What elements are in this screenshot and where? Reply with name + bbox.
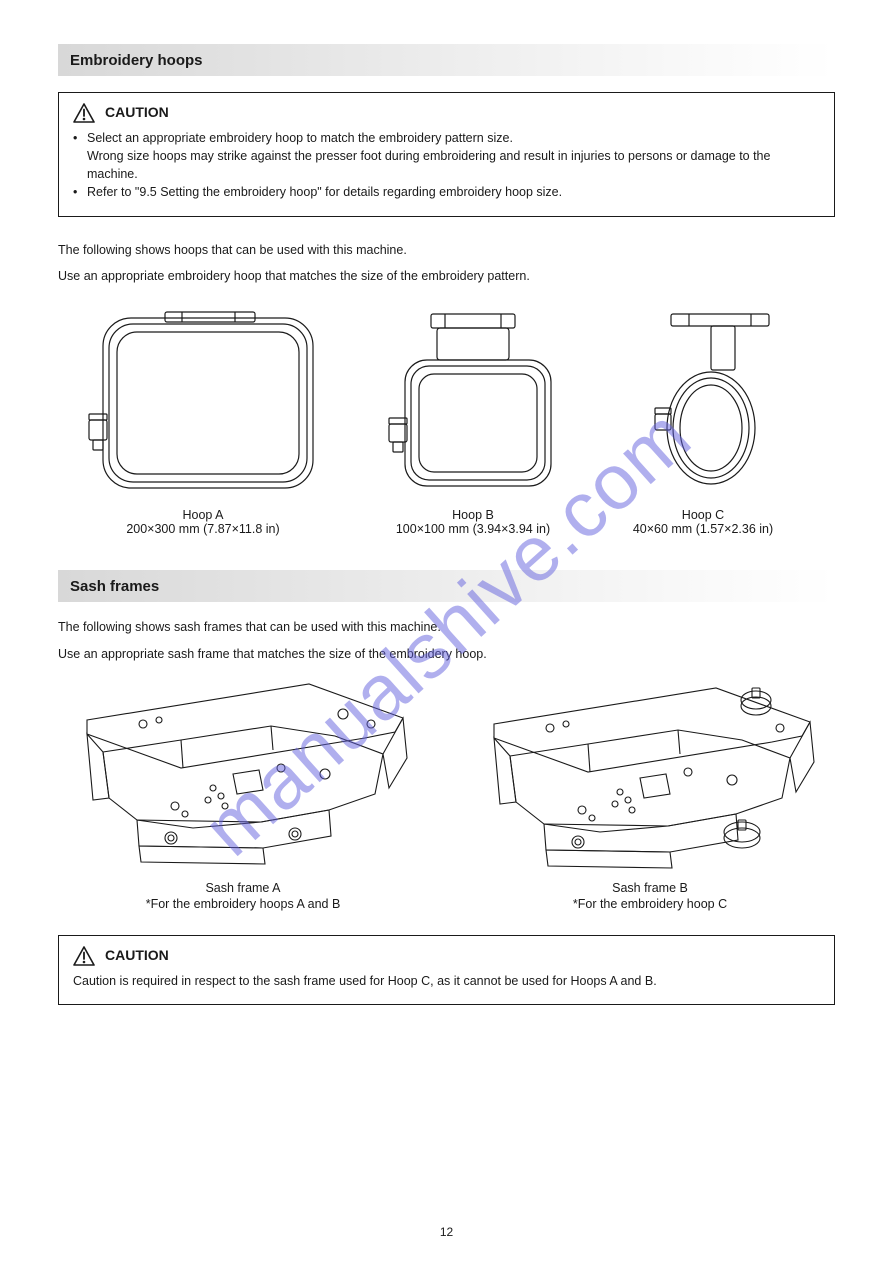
caution-title-1: CAUTION bbox=[105, 103, 169, 120]
hoop-b-drawing bbox=[385, 310, 561, 498]
hoops-para2: Use an appropriate embroidery hoop that … bbox=[58, 267, 835, 286]
hoop-a-label: Hoop A bbox=[182, 508, 223, 522]
hoop-b-size: 100×100 mm (3.94×3.94 in) bbox=[396, 522, 550, 536]
sash-row: Sash frame A *For the embroidery hoops A… bbox=[58, 678, 835, 911]
hoop-b-label: Hoop B bbox=[452, 508, 494, 522]
caution-title-2: CAUTION bbox=[105, 946, 169, 963]
sash-para2: Use an appropriate sash frame that match… bbox=[58, 645, 835, 664]
warning-icon bbox=[73, 103, 95, 123]
hoops-para1: The following shows hoops that can be us… bbox=[58, 241, 835, 260]
sash-a-note: *For the embroidery hoops A and B bbox=[146, 897, 341, 911]
caution-body-1: •Select an appropriate embroidery hoop t… bbox=[73, 129, 820, 202]
hoop-a-drawing bbox=[87, 310, 319, 498]
caution-line3: Refer to "9.5 Setting the embroidery hoo… bbox=[87, 183, 562, 201]
hoop-c-size: 40×60 mm (1.57×2.36 in) bbox=[633, 522, 773, 536]
page-number: 12 bbox=[0, 1225, 893, 1239]
caution-body-2: Caution is required in respect to the sa… bbox=[73, 972, 820, 990]
sash-b-drawing bbox=[480, 678, 820, 873]
section-heading-hoops: Embroidery hoops bbox=[58, 44, 835, 76]
hoop-row: Hoop A 200×300 mm (7.87×11.8 in) bbox=[58, 310, 835, 536]
sash-a-drawing bbox=[73, 678, 413, 873]
caution2-text: Caution is required in respect to the sa… bbox=[73, 974, 657, 988]
caution-line1: Select an appropriate embroidery hoop to… bbox=[87, 129, 513, 147]
hoop-c-drawing bbox=[633, 310, 773, 498]
sash-b-label: Sash frame B bbox=[612, 881, 688, 895]
caution-line2: Wrong size hoops may strike against the … bbox=[87, 147, 820, 183]
sash-b-note: *For the embroidery hoop C bbox=[573, 897, 727, 911]
hoop-c-label: Hoop C bbox=[682, 508, 724, 522]
warning-icon bbox=[73, 946, 95, 966]
caution-box-1: CAUTION •Select an appropriate embroider… bbox=[58, 92, 835, 217]
sash-para1: The following shows sash frames that can… bbox=[58, 618, 835, 637]
caution-box-2: CAUTION Caution is required in respect t… bbox=[58, 935, 835, 1005]
sash-a-label: Sash frame A bbox=[205, 881, 280, 895]
section-heading-sash: Sash frames bbox=[58, 570, 835, 602]
hoop-a-size: 200×300 mm (7.87×11.8 in) bbox=[126, 522, 279, 536]
